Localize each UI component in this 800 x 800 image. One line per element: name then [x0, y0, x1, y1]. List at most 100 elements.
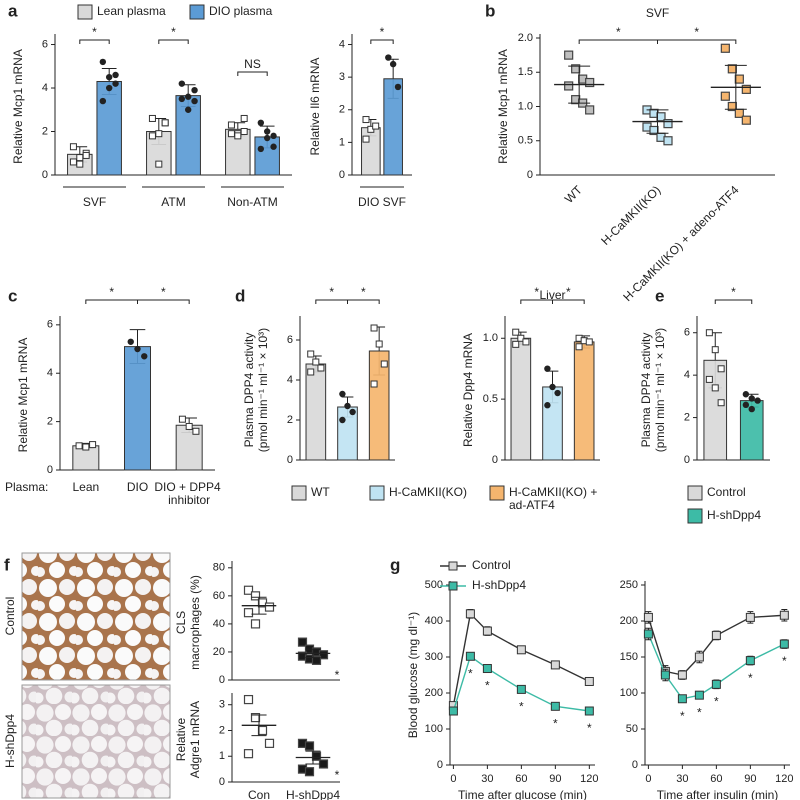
- y-tick-label: 0: [632, 759, 638, 771]
- data-point: [389, 60, 397, 68]
- bracket: [370, 39, 394, 44]
- x-tick-label: DIO: [127, 480, 148, 494]
- y-tick-label: 250: [620, 579, 638, 591]
- bracket: [552, 299, 585, 304]
- chart-title: SVF: [646, 6, 669, 20]
- marker: [677, 670, 687, 680]
- image-label: H-shDpp4: [3, 714, 17, 768]
- y-tick-label: 400: [425, 615, 443, 627]
- x-tick-label: H-CaMKII(KO): [598, 183, 663, 248]
- data-point: [585, 338, 593, 346]
- x-tick-label: 90: [744, 773, 756, 785]
- data-point: [89, 441, 97, 449]
- data-point: [311, 655, 322, 665]
- x-group-label: Non-ATM: [227, 195, 277, 209]
- data-point: [257, 725, 268, 736]
- significance: *: [161, 285, 166, 299]
- data-point: [257, 145, 265, 153]
- data-point: [554, 389, 561, 397]
- bracket: [237, 71, 268, 76]
- data-point: [185, 422, 193, 430]
- y-axis-label: Relative Il6 mRNA: [308, 57, 322, 155]
- significance: *: [335, 768, 340, 782]
- data-point: [191, 97, 198, 105]
- data-point: [178, 80, 186, 87]
- data-point: [512, 328, 520, 336]
- significance: *: [329, 285, 334, 299]
- bar: [573, 341, 595, 461]
- bracket: [315, 299, 348, 304]
- data-point: [394, 83, 402, 91]
- data-point: [243, 749, 254, 759]
- x-tick-label: H-shDpp4: [286, 788, 340, 800]
- series-line: [452, 612, 590, 706]
- data-point: [318, 650, 329, 660]
- data-point: [304, 767, 315, 777]
- significance: *: [680, 709, 685, 723]
- data-point: [349, 408, 356, 416]
- marker: [779, 639, 789, 649]
- significance: *: [748, 671, 753, 685]
- y-tick-label: 3: [339, 71, 345, 83]
- x-tick-label: DIO + DPP4 inhibitor: [154, 480, 224, 507]
- marker: [465, 609, 475, 619]
- marker: [694, 690, 704, 700]
- x-tick-label: 0: [450, 773, 456, 785]
- bar: [542, 386, 563, 461]
- y-tick-label: 0: [492, 454, 498, 466]
- y-tick-label: 0.5: [483, 393, 498, 405]
- data-point: [512, 340, 520, 348]
- y-tick-label: 4: [287, 374, 293, 386]
- x-axis-label: Time after insulin (min): [657, 788, 779, 800]
- y-axis-label: Relative Mcp1 mRNA: [496, 49, 510, 164]
- data-point: [585, 77, 595, 88]
- data-point: [307, 368, 315, 376]
- data-point: [720, 43, 730, 53]
- bar: [337, 406, 358, 461]
- bar: [124, 346, 151, 471]
- bar: [305, 363, 327, 461]
- data-point: [517, 334, 525, 342]
- data-point: [191, 86, 198, 94]
- data-point: [76, 154, 84, 162]
- data-point: [748, 395, 755, 402]
- data-point: [99, 58, 107, 66]
- x-tick-label: 30: [481, 773, 493, 785]
- significance: *: [616, 25, 621, 39]
- bar: [361, 127, 381, 176]
- legend-label: Lean plasma: [97, 4, 166, 18]
- x-tick-label: Con: [248, 788, 270, 800]
- y-axis-label: macrophages (%): [188, 575, 202, 670]
- bar: [510, 337, 532, 461]
- significance: *: [694, 25, 699, 39]
- panel-label: d: [235, 286, 245, 305]
- error-bar: [251, 596, 267, 615]
- bar: [368, 350, 390, 461]
- data-point: [240, 114, 248, 122]
- significance: *: [361, 285, 366, 299]
- y-tick-label: 1.0: [483, 332, 498, 344]
- y-tick-label: 6: [684, 327, 690, 339]
- y-tick-label: 200: [620, 615, 638, 627]
- bar: [383, 78, 403, 176]
- y-tick-label: 1: [339, 136, 345, 148]
- y-tick-label: 0: [219, 674, 225, 686]
- y-tick-label: 6: [42, 38, 48, 50]
- marker: [711, 630, 721, 640]
- data-point: [243, 694, 254, 705]
- marker: [745, 612, 755, 622]
- significance: *: [731, 285, 736, 299]
- significance: *: [109, 285, 114, 299]
- y-axis-label: Plasma DPP4 activity: [242, 333, 256, 448]
- y-tick-label: 2: [287, 414, 293, 426]
- y-tick-label: 80: [213, 562, 225, 574]
- data-point: [112, 71, 119, 79]
- y-axis-label: (pmol min⁻¹ ml⁻¹ × 10³): [256, 328, 270, 452]
- x-tick-label: 0: [645, 773, 651, 785]
- x-tick-label: 120: [775, 773, 793, 785]
- marker: [516, 684, 526, 694]
- y-axis-label: Relative Dpp4 mRNA: [461, 333, 475, 447]
- y-tick-label: 40: [213, 618, 225, 630]
- data-point: [575, 343, 583, 351]
